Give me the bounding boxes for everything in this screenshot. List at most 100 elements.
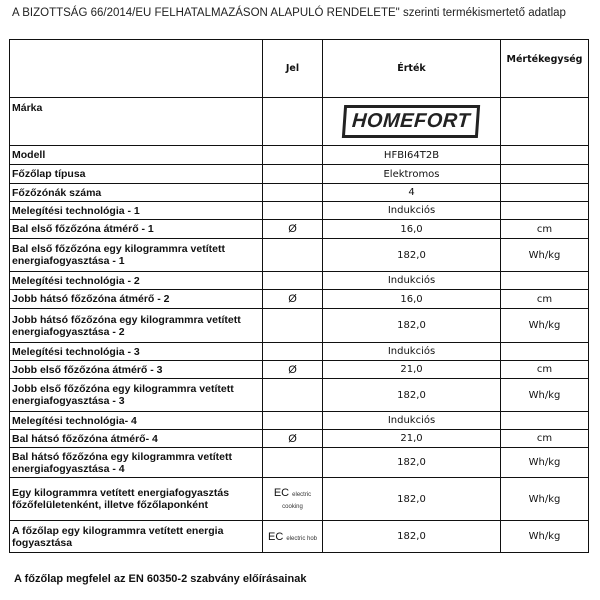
table-row: Főzőlap típusa Elektromos bbox=[9, 164, 589, 184]
homefort-logo: HOMEFORT bbox=[342, 105, 481, 138]
ec-row: Egy kilogrammra vetített energiafogyaszt… bbox=[9, 477, 589, 521]
row-unit bbox=[500, 183, 589, 202]
compliance-note: A főzőlap megfelel az EN 60350-2 szabván… bbox=[14, 573, 307, 585]
table-row: Melegítési technológia - 2 Indukciós bbox=[9, 271, 589, 290]
row-symbol bbox=[262, 145, 323, 165]
brand-label: Márka bbox=[9, 97, 263, 146]
header-row: Jel Érték Mértékegység bbox=[9, 39, 589, 98]
row-label: Modell bbox=[9, 145, 263, 165]
ec-row: A főzőlap egy kilogrammra vetített energ… bbox=[9, 520, 589, 553]
row-unit bbox=[500, 201, 589, 220]
row-unit bbox=[500, 145, 589, 165]
row-value: 182,0 bbox=[322, 520, 501, 553]
table-row: Bal hátsó főzőzóna átmérő- 4 Ø 21,0 cm bbox=[9, 429, 589, 448]
table-row: Bal első főzőzóna egy kilogrammra vetíte… bbox=[9, 238, 589, 272]
row-unit: Wh/kg bbox=[500, 520, 589, 553]
row-symbol bbox=[262, 411, 323, 430]
row-unit: Wh/kg bbox=[500, 477, 589, 521]
row-label: Egy kilogrammra vetített energiafogyaszt… bbox=[9, 477, 263, 521]
row-symbol: Ø bbox=[262, 289, 323, 309]
row-unit: cm bbox=[500, 219, 589, 239]
symbol-main: EC bbox=[273, 487, 290, 499]
table-row: Jobb hátsó főzőzóna átmérő - 2 Ø 16,0 cm bbox=[9, 289, 589, 309]
table-row: Bal első főzőzóna átmérő - 1 Ø 16,0 cm bbox=[9, 219, 589, 239]
row-label: Bal hátsó főzőzóna átmérő- 4 bbox=[9, 429, 263, 448]
row-symbol bbox=[262, 447, 323, 478]
document-title: A BIZOTTSÁG 66/2014/EU FELHATALMAZÁSON A… bbox=[12, 7, 566, 19]
row-symbol bbox=[262, 308, 323, 343]
row-value: 21,0 bbox=[322, 360, 501, 379]
table-row: Melegítési technológia - 1 Indukciós bbox=[9, 201, 589, 220]
table-row: Jobb első főzőzóna átmérő - 3 Ø 21,0 cm bbox=[9, 360, 589, 379]
row-label: Melegítési technológia - 1 bbox=[9, 201, 263, 220]
row-unit: Wh/kg bbox=[500, 238, 589, 272]
table-row: Modell HFBI64T2B bbox=[9, 145, 589, 165]
symbol-main: EC bbox=[267, 530, 284, 543]
row-symbol: Ø bbox=[262, 219, 323, 239]
row-label: Bal hátsó főzőzóna egy kilogrammra vetít… bbox=[9, 447, 263, 478]
row-label: Jobb első főzőzóna egy kilogrammra vetít… bbox=[9, 378, 263, 412]
row-symbol bbox=[262, 271, 323, 290]
header-label bbox=[9, 39, 263, 98]
row-label: Jobb első főzőzóna átmérő - 3 bbox=[9, 360, 263, 379]
row-label: Főzőlap típusa bbox=[9, 164, 263, 184]
row-symbol bbox=[262, 378, 323, 412]
row-value: 16,0 bbox=[322, 289, 501, 309]
row-unit bbox=[500, 411, 589, 430]
product-data-table: Jel Érték Mértékegység Márka HOMEFORT Mo… bbox=[9, 39, 589, 553]
row-unit: Wh/kg bbox=[500, 447, 589, 478]
row-value: 4 bbox=[322, 183, 501, 202]
row-value: Indukciós bbox=[322, 201, 501, 220]
row-value: 16,0 bbox=[322, 219, 501, 239]
table-row: Melegítési technológia- 4 Indukciós bbox=[9, 411, 589, 430]
header-jel: Jel bbox=[262, 39, 323, 98]
row-label: Melegítési technológia - 2 bbox=[9, 271, 263, 290]
row-unit: Wh/kg bbox=[500, 378, 589, 412]
row-label: Főzőzónák száma bbox=[9, 183, 263, 202]
row-value: 182,0 bbox=[322, 378, 501, 412]
row-value: Indukciós bbox=[322, 342, 501, 361]
row-unit: Wh/kg bbox=[500, 308, 589, 343]
row-value: 182,0 bbox=[322, 447, 501, 478]
row-symbol bbox=[262, 164, 323, 184]
row-label: Melegítési technológia- 4 bbox=[9, 411, 263, 430]
table-row: Jobb hátsó főzőzóna egy kilogrammra vetí… bbox=[9, 308, 589, 343]
table-row: Főzőzónák száma 4 bbox=[9, 183, 589, 202]
brand-row: Márka HOMEFORT bbox=[9, 97, 589, 146]
row-value: 182,0 bbox=[322, 238, 501, 272]
row-unit bbox=[500, 342, 589, 361]
row-unit bbox=[500, 271, 589, 290]
row-symbol: Ø bbox=[262, 360, 323, 379]
symbol-subscript: electric cooking bbox=[282, 492, 312, 510]
row-symbol bbox=[262, 201, 323, 220]
table-row: Bal hátsó főzőzóna egy kilogrammra vetít… bbox=[9, 447, 589, 478]
table-row: Jobb első főzőzóna egy kilogrammra vetít… bbox=[9, 378, 589, 412]
row-value: Elektromos bbox=[322, 164, 501, 184]
row-unit bbox=[500, 164, 589, 184]
row-value: Indukciós bbox=[322, 271, 501, 290]
row-label: Bal első főzőzóna átmérő - 1 bbox=[9, 219, 263, 239]
row-label: Jobb hátsó főzőzóna átmérő - 2 bbox=[9, 289, 263, 309]
row-value: 182,0 bbox=[322, 308, 501, 343]
row-label: A főzőlap egy kilogrammra vetített energ… bbox=[9, 520, 263, 553]
row-symbol: EC electric cooking bbox=[262, 477, 323, 521]
row-symbol bbox=[262, 342, 323, 361]
row-unit: cm bbox=[500, 429, 589, 448]
row-value: 21,0 bbox=[322, 429, 501, 448]
header-ertek: Érték bbox=[322, 39, 501, 98]
row-symbol bbox=[262, 238, 323, 272]
row-label: Bal első főzőzóna egy kilogrammra vetíte… bbox=[9, 238, 263, 272]
row-label: Jobb hátsó főzőzóna egy kilogrammra vetí… bbox=[9, 308, 263, 343]
row-unit: cm bbox=[500, 289, 589, 309]
row-unit: cm bbox=[500, 360, 589, 379]
row-label: Melegítési technológia - 3 bbox=[9, 342, 263, 361]
row-value: 182,0 bbox=[322, 477, 501, 521]
row-value: Indukciós bbox=[322, 411, 501, 430]
row-symbol: Ø bbox=[262, 429, 323, 448]
row-symbol bbox=[262, 183, 323, 202]
symbol-subscript: electric hob bbox=[286, 535, 318, 542]
table-row: Melegítési technológia - 3 Indukciós bbox=[9, 342, 589, 361]
row-symbol: EC electric hob bbox=[262, 520, 323, 553]
header-unit: Mértékegység bbox=[500, 39, 589, 98]
row-value: HFBI64T2B bbox=[322, 145, 501, 165]
